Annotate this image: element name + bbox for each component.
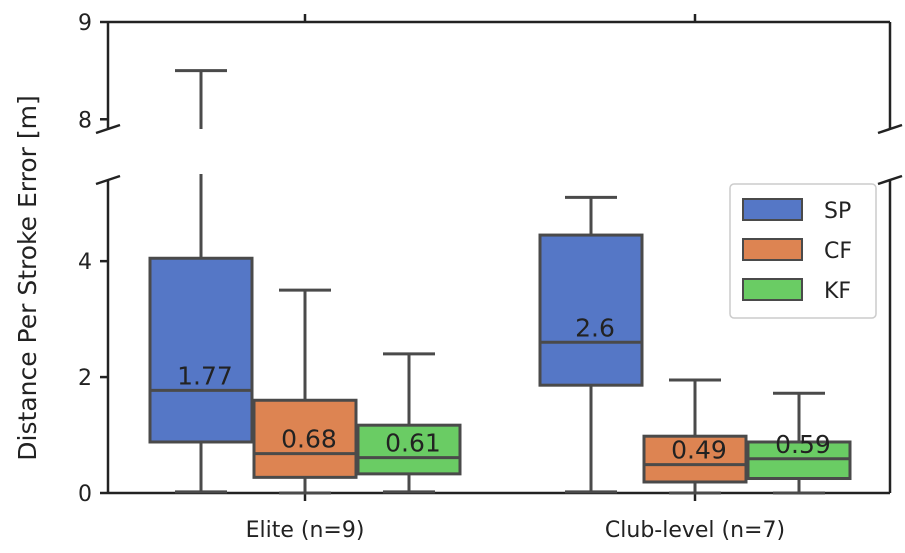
legend: SP CF KF (729, 183, 877, 319)
median-label: 1.77 (177, 361, 233, 390)
y-tick-label: 2 (78, 366, 92, 391)
x-tick-label: Club-level (n=7) (605, 518, 785, 543)
box-cf: 0.68 (252, 288, 358, 495)
legend-label-cf: CF (824, 239, 852, 264)
y-tick-label: 8 (78, 108, 92, 133)
y-tick-label: 0 (78, 482, 92, 507)
axis-break-mark (877, 123, 903, 135)
median-label: 0.49 (671, 436, 727, 465)
box-sp: 2.6 (538, 195, 644, 494)
box-sp: 1.77 (148, 69, 254, 494)
median-label: 2.6 (575, 313, 615, 342)
box-rect (148, 256, 254, 444)
x-tick-label: Elite (n=9) (246, 518, 365, 543)
box-rect (356, 423, 462, 476)
box-cf: 0.49 (642, 378, 748, 495)
box-series: 1.77 2.6 0.68 0.49 0.61 0.59 (148, 69, 852, 495)
median-label: 0.61 (385, 429, 441, 458)
axes-frame (95, 14, 903, 501)
legend-swatch-cf (742, 238, 803, 261)
y-axis-label: Distance Per Stroke Error [m] (13, 95, 42, 460)
median-label: 0.68 (281, 425, 337, 454)
box-kf: 0.61 (356, 352, 462, 494)
axis-break-mark (95, 123, 121, 135)
box-rect (252, 398, 358, 479)
y-tick-label: 4 (78, 250, 92, 275)
axis-break-mark (877, 174, 903, 186)
box-kf: 0.59 (746, 391, 852, 495)
y-tick-labels: 0 2 4 8 9 (78, 11, 92, 507)
median-label: 0.59 (775, 430, 831, 459)
axis-break-mark (95, 174, 121, 186)
legend-label-kf: KF (824, 279, 851, 304)
legend-label-sp: SP (824, 199, 851, 224)
box-rect (642, 434, 748, 484)
x-tick-labels: Elite (n=9) Club-level (n=7) (246, 518, 786, 543)
legend-swatch-sp (742, 198, 803, 221)
y-tick-label: 9 (78, 11, 92, 36)
legend-swatch-kf (742, 278, 803, 301)
box-rect (538, 233, 644, 387)
